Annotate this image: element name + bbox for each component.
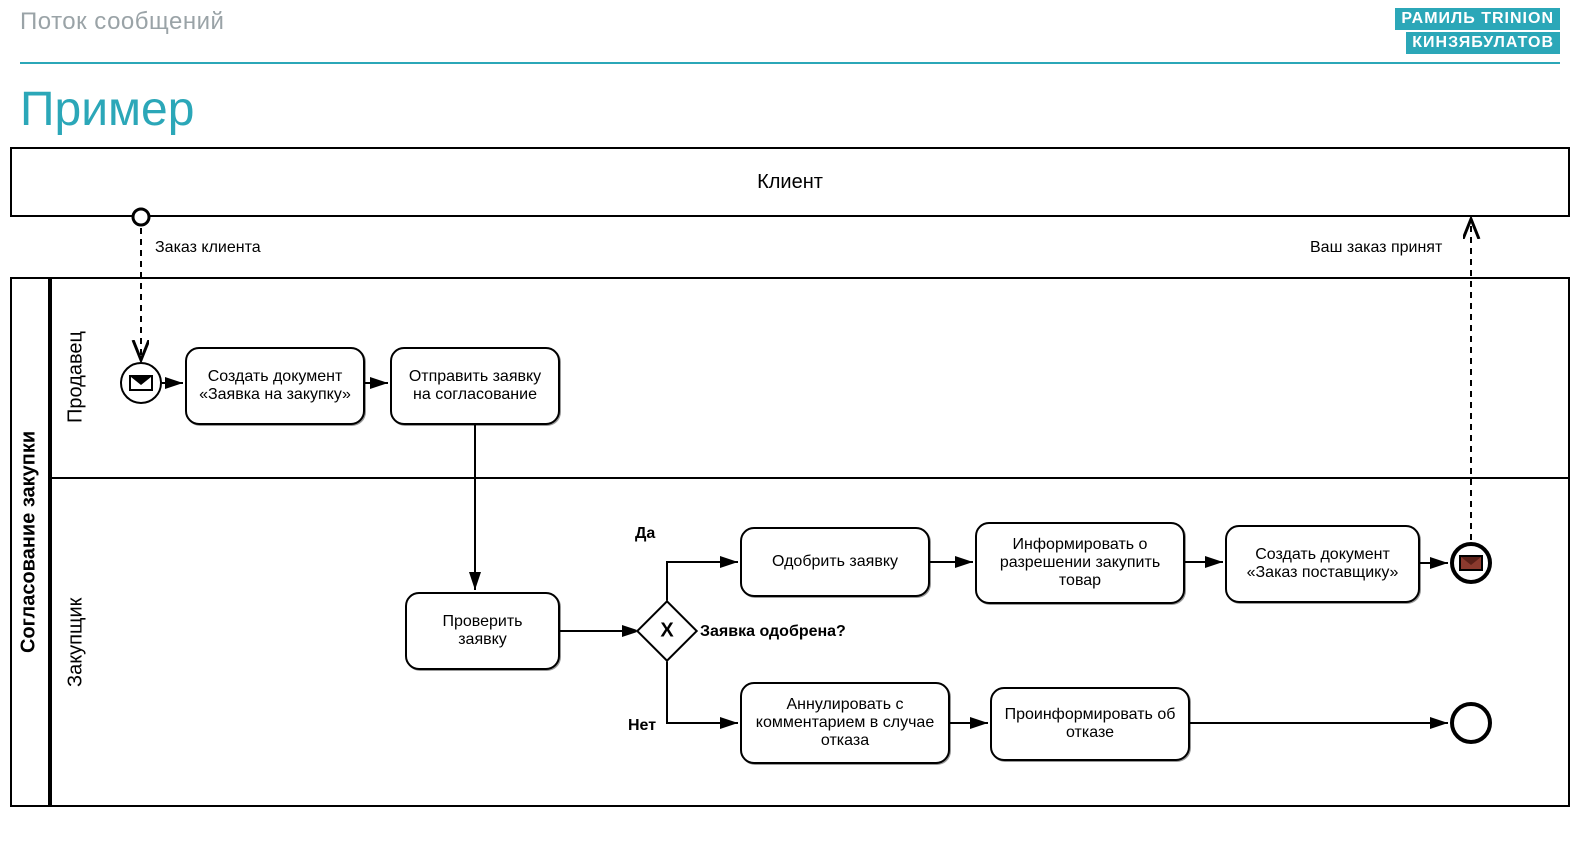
page-title: Пример (0, 64, 1580, 147)
task-cancel: Аннулировать с комментарием в случае отк… (740, 682, 950, 764)
lane-buyer-text: Закупщик (65, 597, 88, 686)
task-send-request: Отправить заявку на согласование (390, 347, 560, 425)
pool-client-label: Клиент (757, 171, 823, 194)
lane-divider (50, 477, 1570, 479)
lane-seller-text: Продавец (65, 331, 88, 423)
logo-line-2: КИНЗЯБУЛАТОВ (1406, 32, 1560, 54)
envelope-dark-icon (1459, 555, 1483, 571)
bpmn-canvas: Клиент Согласование закупки Продавец Зак… (10, 147, 1570, 847)
task-inform-reject: Проинформировать об отказе (990, 687, 1190, 761)
task-check-request: Проверить заявку (405, 592, 560, 670)
logo: РАМИЛЬ TRINION КИНЗЯБУЛАТОВ (1395, 8, 1560, 56)
lane-buyer-label: Закупщик (50, 477, 100, 807)
task-inform-allow: Информировать о разрешении закупить това… (975, 522, 1185, 604)
logo-line-1: РАМИЛЬ TRINION (1395, 8, 1560, 30)
lane-seller-label: Продавец (50, 277, 100, 477)
msgflow-order-label: Заказ клиента (155, 239, 261, 257)
flow-label-yes: Да (635, 525, 655, 543)
pool-client: Клиент (10, 147, 1570, 217)
end-message-event (1450, 542, 1492, 584)
task-approve: Одобрить заявку (740, 527, 930, 597)
header: Поток сообщений РАМИЛЬ TRINION КИНЗЯБУЛА… (0, 0, 1580, 56)
flow-label-no: Нет (628, 717, 656, 735)
pool-main-label: Согласование закупки (10, 277, 48, 807)
breadcrumb: Поток сообщений (20, 8, 224, 36)
envelope-icon (129, 375, 153, 391)
pool-main-label-box: Согласование закупки (10, 277, 50, 807)
end-event (1450, 702, 1492, 744)
gateway-label: Заявка одобрена? (700, 623, 846, 641)
msgflow-accepted-label: Ваш заказ принят (1310, 239, 1442, 257)
task-create-order: Создать документ «Заказ поставщику» (1225, 525, 1420, 603)
start-event (120, 362, 162, 404)
task-create-request: Создать документ «Заявка на закупку» (185, 347, 365, 425)
gateway-x-icon: X (660, 620, 673, 643)
